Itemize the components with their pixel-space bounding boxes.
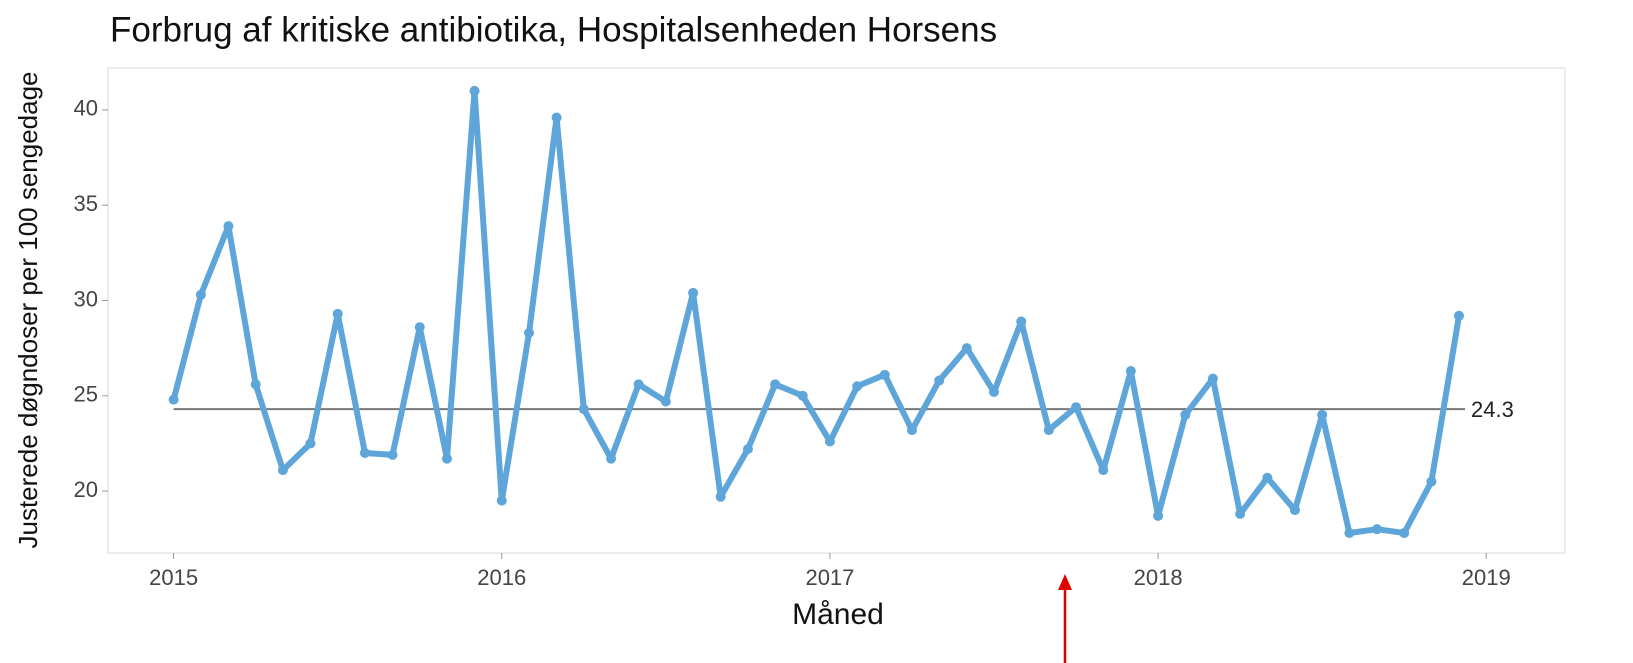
line-series (170, 87, 1462, 536)
y-tick-label: 20 (74, 477, 98, 502)
x-axis-label: Måned (792, 598, 884, 631)
point (961, 343, 972, 354)
point (688, 287, 699, 298)
point (742, 444, 753, 455)
point (414, 322, 425, 333)
point (1289, 505, 1300, 516)
point (250, 379, 261, 390)
point (1180, 409, 1191, 420)
point (906, 425, 917, 436)
point (1235, 508, 1246, 519)
point (770, 379, 781, 390)
point (989, 386, 1000, 397)
point (332, 308, 343, 319)
point (1399, 527, 1410, 538)
point (441, 453, 452, 464)
point (1153, 510, 1164, 521)
x-tick-label: 2016 (477, 565, 526, 590)
point (1426, 476, 1437, 487)
point (195, 289, 206, 300)
point (1207, 373, 1218, 384)
point (469, 85, 480, 96)
point (852, 381, 863, 392)
point (1125, 366, 1136, 377)
point (879, 369, 890, 380)
point (496, 495, 507, 506)
x-tick-label: 2015 (149, 565, 198, 590)
point (1043, 425, 1054, 436)
point (633, 379, 644, 390)
point (1344, 527, 1355, 538)
point (715, 491, 726, 502)
point (660, 396, 671, 407)
reference-label: 24.3 (1471, 397, 1514, 422)
point (1454, 310, 1465, 321)
x-tick-label: 2018 (1134, 565, 1183, 590)
point (578, 404, 589, 415)
point (277, 465, 288, 476)
point (1371, 524, 1382, 535)
y-tick-label: 30 (74, 286, 98, 311)
point (359, 447, 370, 458)
y-tick-label: 40 (74, 96, 98, 121)
point (524, 327, 535, 338)
point (1071, 402, 1082, 413)
point (1016, 316, 1027, 327)
point (305, 438, 316, 449)
point (934, 375, 945, 386)
plot-frame (107, 67, 1566, 554)
x-tick-label: 2017 (805, 565, 854, 590)
y-tick-label: 25 (74, 382, 98, 407)
x-tick-label: 2019 (1462, 565, 1511, 590)
point (606, 453, 617, 464)
point (1098, 465, 1109, 476)
y-axis-label: Justerede døgndoser per 100 sengedage (13, 71, 43, 548)
point (168, 394, 179, 405)
point (387, 449, 398, 460)
point (1317, 409, 1328, 420)
point (797, 390, 808, 401)
point (824, 436, 835, 447)
chart-title: Forbrug af kritiske antibiotika, Hospita… (110, 10, 997, 49)
point (223, 221, 234, 232)
red-arrow (1058, 574, 1072, 663)
point (1262, 472, 1273, 483)
y-tick-label: 35 (74, 191, 98, 216)
point (551, 112, 562, 123)
